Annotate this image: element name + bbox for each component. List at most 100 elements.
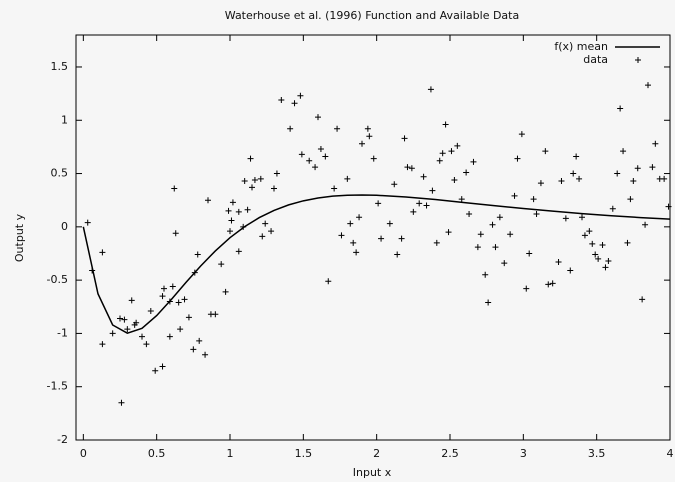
data-point [89, 267, 96, 274]
data-point [147, 308, 154, 315]
data-point [609, 205, 616, 212]
data-point [627, 196, 634, 203]
data-point [268, 228, 275, 235]
data-point [322, 153, 329, 160]
data-point [485, 299, 492, 306]
data-point [222, 288, 229, 295]
legend-marker [635, 57, 641, 63]
data-point [408, 165, 415, 172]
data-point [356, 214, 363, 221]
data-point [249, 184, 255, 191]
data-point [567, 267, 574, 274]
chart-title: Waterhouse et al. (1996) Function and Av… [225, 9, 519, 22]
y-tick-label: 1 [61, 113, 68, 126]
y-tick-label: -1.5 [47, 380, 68, 393]
data-point [185, 314, 192, 321]
data-point [378, 235, 385, 242]
data-point [477, 231, 484, 238]
data-point [576, 175, 583, 182]
data-point [159, 363, 166, 370]
data-point [511, 192, 518, 199]
data-point [166, 298, 173, 305]
data-point [555, 259, 562, 266]
data-point [117, 315, 123, 322]
data-point [287, 125, 294, 132]
data-point [161, 285, 167, 292]
data-point [166, 333, 173, 340]
data-point [364, 125, 371, 132]
data-point [570, 170, 577, 177]
data-point [347, 220, 354, 227]
data-point [463, 169, 470, 176]
data-point [124, 326, 131, 333]
data-point [573, 153, 580, 160]
data-point [398, 235, 405, 242]
data-point [445, 229, 452, 236]
data-point [196, 337, 203, 344]
data-point [244, 206, 251, 213]
data-point [128, 297, 135, 304]
data-point [649, 164, 656, 171]
data-point [331, 185, 338, 192]
y-tick-label: -0.5 [47, 273, 68, 286]
data-point [118, 399, 125, 406]
x-tick-label: 2 [373, 447, 380, 460]
data-point [306, 157, 313, 164]
data-point [353, 249, 360, 256]
x-tick-label: 1.5 [295, 447, 313, 460]
data-point [241, 178, 248, 185]
x-tick-label: 2.5 [441, 447, 459, 460]
data-point [386, 220, 393, 227]
x-tick-label: 0.5 [148, 447, 166, 460]
y-tick-label: -1 [57, 326, 68, 339]
data-point [181, 296, 188, 303]
data-point [466, 211, 473, 218]
data-point [291, 100, 298, 107]
data-point [558, 178, 565, 185]
data-point [579, 214, 585, 221]
data-point [175, 299, 182, 306]
data-point [545, 281, 552, 288]
data-point [273, 170, 280, 177]
data-point [427, 86, 434, 93]
data-point [630, 178, 637, 185]
data-point [586, 228, 593, 235]
data-point [271, 185, 277, 192]
data-point [205, 197, 211, 204]
data-point [344, 175, 351, 182]
x-tick-label: 4 [667, 447, 674, 460]
data-point [482, 271, 489, 278]
x-tick-label: 3 [520, 447, 527, 460]
data-point [143, 341, 150, 348]
data-point [489, 221, 496, 228]
data-point [121, 316, 128, 323]
data-point [227, 228, 233, 235]
data-point [423, 202, 430, 209]
data-point [542, 148, 549, 155]
data-point [602, 264, 609, 271]
data-point [152, 367, 159, 374]
data-point [235, 208, 242, 215]
data-point [592, 251, 599, 258]
data-point [442, 121, 449, 128]
data-point [518, 131, 525, 138]
data-point [537, 180, 544, 187]
data-point [172, 230, 179, 237]
data-point [350, 239, 357, 246]
y-tick-label: 0.5 [51, 167, 69, 180]
data-point [514, 155, 521, 162]
data-point [247, 155, 254, 162]
data-point [262, 220, 269, 227]
data-point [416, 200, 423, 207]
data-point [634, 165, 641, 172]
data-point [191, 269, 198, 276]
data-point [109, 330, 116, 337]
data-point [617, 105, 624, 112]
legend-label: data [583, 53, 608, 66]
data-point [325, 278, 332, 285]
data-point [225, 207, 232, 214]
data-point [202, 351, 209, 358]
data-point [317, 146, 324, 153]
data-point [391, 181, 398, 188]
